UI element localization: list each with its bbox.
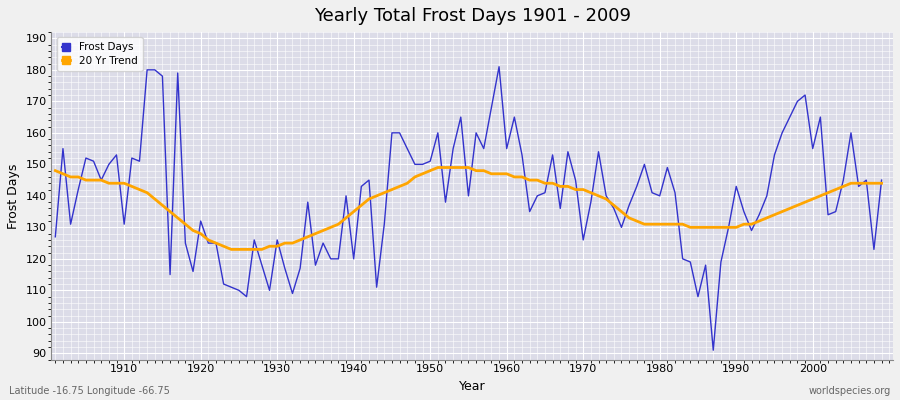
Title: Yearly Total Frost Days 1901 - 2009: Yearly Total Frost Days 1901 - 2009 [314, 7, 631, 25]
Text: worldspecies.org: worldspecies.org [809, 386, 891, 396]
Legend: Frost Days, 20 Yr Trend: Frost Days, 20 Yr Trend [57, 37, 142, 71]
Y-axis label: Frost Days: Frost Days [7, 163, 20, 228]
X-axis label: Year: Year [459, 380, 486, 393]
Text: Latitude -16.75 Longitude -66.75: Latitude -16.75 Longitude -66.75 [9, 386, 170, 396]
